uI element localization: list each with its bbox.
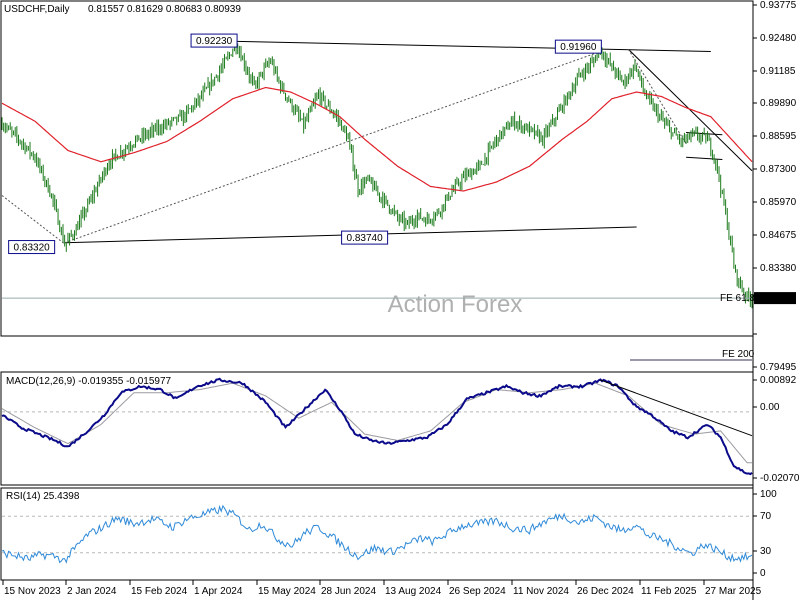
x-tick-label: 15 Feb 2024	[131, 586, 188, 597]
level-label-3: 0.83740	[347, 233, 384, 244]
last-price-tag	[754, 292, 796, 305]
price-tick-label: 0.91185	[760, 66, 796, 77]
price-trendline-2	[64, 51, 601, 244]
watermark: Action Forex	[388, 291, 523, 318]
macd-trendline	[600, 379, 753, 437]
moving-average-path	[1, 86, 753, 192]
x-tick-label: 26 Dec 2024	[577, 586, 634, 597]
price-tick-label: 0.85970	[760, 197, 797, 208]
x-tick-label: 11 Feb 2025	[641, 586, 697, 597]
level-box-2	[8, 240, 56, 255]
rsi-line	[1, 504, 753, 564]
last-price-label: 0.80939	[756, 294, 793, 305]
x-tick-label: 11 Nov 2024	[513, 586, 569, 597]
price-tick-label: 0.79495	[760, 362, 797, 373]
price-tick-label: 0.89890	[760, 98, 797, 109]
price-tick-label: 0.88595	[760, 131, 797, 142]
candle-series	[1, 39, 753, 309]
price-tick-label: 0.84675	[760, 230, 797, 241]
ohlc-header: 0.81557 0.81629 0.80683 0.80939	[88, 4, 241, 15]
x-tick-label: 13 Aug 2024	[385, 586, 442, 597]
price-tick-label: 0.93775	[760, 0, 797, 11]
x-tick-label: 1 Apr 2024	[194, 586, 243, 597]
price-tick-label: 0.92480	[760, 33, 797, 44]
rsi-title: RSI(14) 25.4398	[6, 491, 80, 502]
x-tick-label: 2 Jan 2024	[67, 586, 117, 597]
rsi-tick-label: 0	[760, 568, 766, 579]
x-tick-label: 15 May 2024	[258, 586, 316, 597]
rsi-tick-label: 70	[760, 511, 772, 522]
level-box-1	[554, 39, 602, 54]
level-box-0	[190, 33, 238, 48]
level-label-0: 0.92230	[196, 36, 233, 47]
price-trendline-0	[236, 40, 711, 52]
level-label-1: 0.91960	[560, 42, 597, 53]
price-tick-label: 0.87300	[760, 164, 797, 175]
x-tick-label: 26 Sep 2024	[449, 586, 506, 597]
price-trendline-7	[686, 156, 723, 160]
macd-tick-label: 0.00892	[760, 375, 797, 386]
x-tick-label: 28 Jun 2024	[321, 586, 376, 597]
fe-200-label: FE 200	[722, 349, 755, 360]
x-tick-label: 15 Nov 2023	[4, 586, 61, 597]
price-trendline-4	[628, 48, 753, 172]
level-label-2: 0.83320	[14, 243, 51, 254]
price-panel: Action Forex 0.92230 0.91960 0.83320 0.8374…	[0, 0, 796, 361]
macd-tick-label: 0.00	[760, 402, 780, 413]
price-tick-label: 0.83380	[760, 263, 797, 274]
price-title: USDCHF,Daily	[4, 4, 70, 15]
level-box-3	[341, 230, 389, 245]
macd-title: MACD(12,26,9) -0.019355 -0.015977	[6, 376, 172, 387]
price-tick-label: 0.82085	[760, 295, 797, 306]
x-tick-label: 27 Mar 2025	[705, 586, 762, 597]
moving-average-line	[1, 86, 753, 192]
rsi-tick-label: 30	[760, 546, 772, 557]
price-trendline-3	[1, 195, 65, 245]
rsi-tick-label: 100	[760, 489, 777, 500]
fe-61-8-label: FE 61.8	[720, 293, 755, 304]
macd-line	[1, 377, 753, 476]
